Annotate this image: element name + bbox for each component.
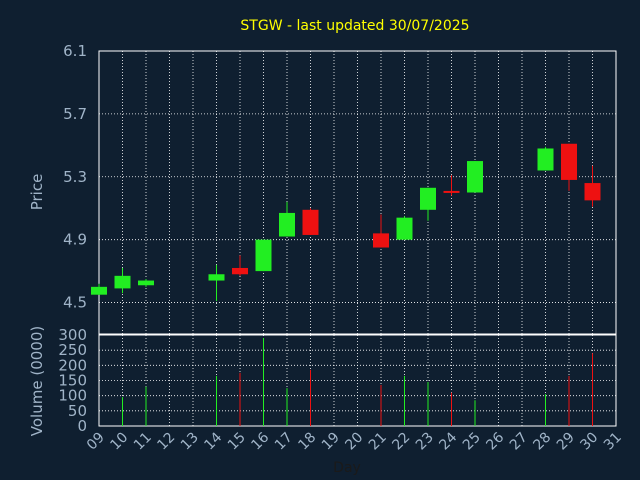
price-panel: 4.5 4.9 5.3 5.7 6.1	[63, 42, 617, 335]
volume-tick-label: 150	[58, 372, 87, 390]
day-tick-label: 09	[84, 430, 108, 454]
candle-body	[91, 286, 107, 295]
volume-axis-label: Volume (0000)	[28, 326, 46, 436]
day-tick-label: 28	[530, 430, 554, 454]
volume-tick-label: 50	[68, 402, 87, 420]
volume-tick-label: 100	[58, 387, 87, 405]
day-tick-label: 18	[295, 430, 319, 454]
day-tick-label: 30	[577, 430, 601, 454]
day-tick-label: 20	[342, 430, 366, 454]
candle-body	[114, 275, 131, 289]
volume-tick-label: 0	[77, 417, 87, 435]
candle-body	[396, 217, 413, 240]
candle-body	[138, 280, 154, 286]
day-axis-label: Day	[333, 460, 361, 476]
candle-body	[302, 209, 319, 235]
day-tick-label: 19	[319, 430, 343, 454]
candle-body	[561, 143, 577, 180]
volume-panel: 09 10 11 12 13 14 15 16 17 18 19 20 21 22 23 24 25 26 27 28…	[58, 326, 624, 453]
volume-tick-label: 300	[58, 326, 87, 344]
day-tick-label: 21	[366, 430, 390, 454]
volume-tick-label: 200	[58, 356, 87, 374]
candle-body	[208, 274, 225, 281]
candle-body	[232, 267, 248, 275]
price-tick-label: 5.7	[63, 105, 87, 123]
day-tick-label: 14	[201, 429, 225, 453]
day-tick-label: 15	[225, 430, 249, 454]
day-tick-label: 27	[507, 430, 531, 454]
candle-body	[443, 190, 460, 193]
day-tick-label: 25	[460, 430, 484, 454]
candle-body	[584, 183, 601, 201]
day-tick-label: 16	[248, 429, 272, 453]
price-tick-label: 6.1	[63, 42, 87, 60]
day-tick-label: 24	[436, 429, 460, 453]
price-tick-label: 4.5	[63, 294, 87, 312]
day-tick-label: 13	[178, 430, 202, 454]
day-tick-label: 17	[272, 430, 296, 454]
day-tick-label: 11	[131, 430, 155, 454]
chart-title: STGW - last updated 30/07/2025	[240, 18, 469, 34]
candle-body	[279, 212, 295, 237]
price-tick-label: 4.9	[63, 231, 87, 249]
day-tick-label: 23	[413, 430, 437, 454]
day-tick-label: 12	[154, 430, 178, 454]
volume-tick-label: 250	[58, 341, 87, 359]
day-tick-label: 26	[483, 429, 507, 453]
candle-body	[255, 239, 272, 272]
day-tick-label: 22	[389, 430, 413, 454]
candle-body	[420, 187, 436, 210]
candle-body	[467, 161, 483, 193]
candle-body	[537, 148, 554, 171]
price-tick-label: 5.3	[63, 168, 87, 186]
day-tick-label: 31	[601, 430, 625, 454]
day-tick-label: 10	[107, 430, 131, 454]
price-axis-label: Price	[28, 174, 46, 211]
candle-body	[373, 233, 389, 248]
day-tick-label: 29	[554, 430, 578, 454]
